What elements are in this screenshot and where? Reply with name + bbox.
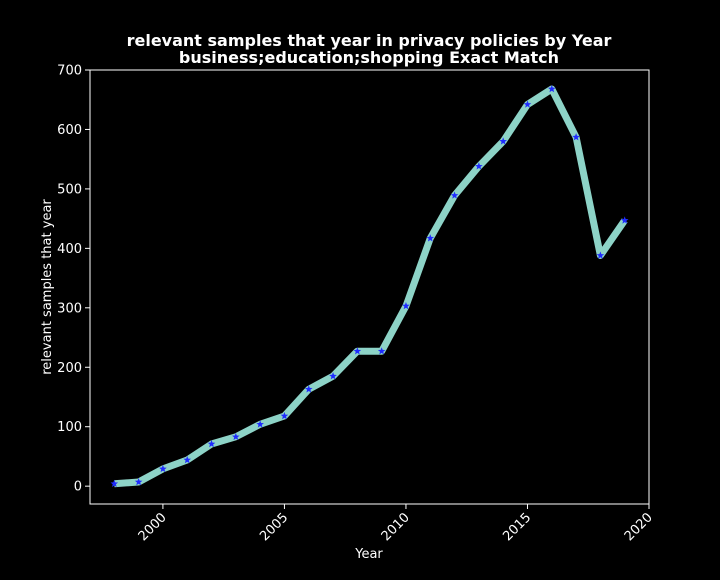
data-point [547, 85, 556, 93]
series-layer [110, 85, 629, 488]
data-point [256, 420, 264, 428]
y-tick-label: 600 [57, 123, 82, 138]
x-tick-label: 2020 [622, 510, 656, 544]
y-tick-label: 200 [57, 361, 82, 376]
data-point [402, 302, 410, 310]
data-point [207, 439, 216, 448]
data-point [475, 162, 483, 170]
data-point [110, 479, 119, 488]
chart-subtitle: business;education;shopping Exact Match [179, 48, 559, 67]
data-point [572, 133, 580, 141]
data-point [134, 478, 143, 486]
y-tick-label: 300 [57, 301, 82, 316]
data-point [304, 385, 313, 393]
data-point [426, 234, 435, 242]
data-point [329, 372, 337, 380]
x-axis-label: Year [354, 547, 383, 562]
x-tick-label: 2000 [136, 510, 170, 544]
y-tick-label: 0 [74, 480, 82, 495]
data-point [523, 100, 532, 108]
data-point [620, 216, 629, 224]
data-point [183, 456, 192, 464]
data-point [377, 347, 386, 355]
data-point [353, 347, 362, 355]
y-tick-label: 100 [57, 420, 82, 435]
x-tick-label: 2015 [500, 510, 534, 544]
y-tick-label: 500 [57, 182, 82, 197]
series-line [114, 85, 628, 488]
x-tick-label: 2010 [379, 510, 413, 544]
y-tick-label: 400 [57, 242, 82, 257]
data-point [280, 412, 289, 420]
data-point [499, 137, 507, 145]
y-axis-label: relevant samples that year [40, 199, 55, 375]
chart-title: relevant samples that year in privacy po… [127, 31, 612, 50]
plot-frame [89, 69, 650, 505]
data-point [232, 432, 240, 441]
y-axis: 0 100 200 300 400 500 600 700 [57, 64, 90, 495]
data-point [450, 191, 459, 199]
x-axis: 2000 2005 2010 2015 2020 [136, 504, 656, 544]
x-tick-label: 2005 [257, 510, 291, 544]
data-point [159, 464, 167, 473]
y-tick-label: 700 [57, 64, 82, 79]
data-point [596, 251, 605, 259]
